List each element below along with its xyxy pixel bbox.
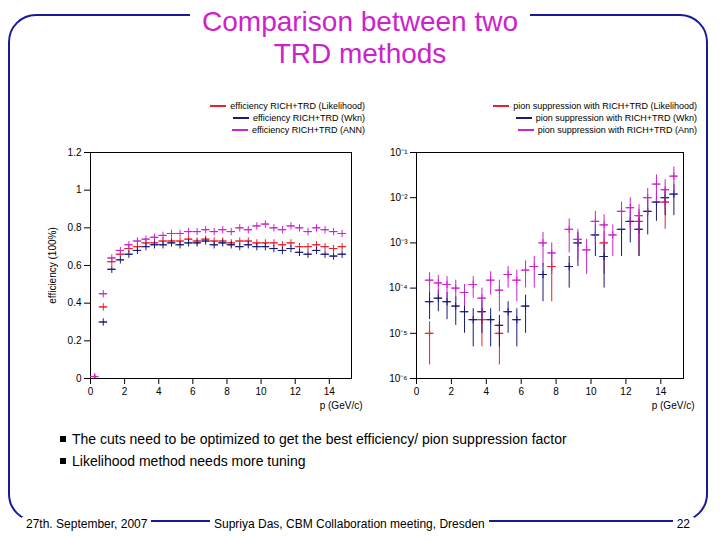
svg-text:4: 4 — [156, 386, 162, 397]
html-text:The cuts need to be optimized: The cuts need to be optimized to get the… — [72, 431, 567, 447]
html-text:pion suppression with RICH+TRD: pion suppression with RICH+TRD (Wkn) — [535, 113, 697, 123]
svg-text:1: 1 — [76, 184, 82, 195]
svg-text:0.2: 0.2 — [68, 335, 82, 346]
html-text:27th. September, 2007: 27th. September, 2007 — [26, 517, 148, 531]
html-text:Likelihood method needs more t: Likelihood method needs more tuning — [72, 453, 306, 469]
svg-text:8: 8 — [553, 386, 559, 397]
svg-text:4: 4 — [484, 386, 490, 397]
html-text:efficiency RICH+TRD (Likelihoo: efficiency RICH+TRD (Likelihood) — [230, 101, 365, 111]
svg-text:0: 0 — [76, 373, 82, 384]
html-text:Comparison between two TRD met: Comparison between two TRD methods — [202, 6, 518, 69]
html-text:22: 22 — [676, 517, 690, 531]
svg-text:10⁻²: 10⁻² — [390, 192, 408, 203]
svg-text:0.6: 0.6 — [68, 260, 82, 271]
html-text:pion suppression with RICH+TRD: pion suppression with RICH+TRD (Likeliho… — [513, 101, 697, 111]
svg-text:p (GeV/c): p (GeV/c) — [652, 400, 695, 411]
svg-text:8: 8 — [224, 386, 230, 397]
html-text:efficiency RICH+TRD (Wkn): efficiency RICH+TRD (Wkn) — [252, 113, 365, 123]
svg-text:14: 14 — [655, 386, 667, 397]
svg-text:0: 0 — [88, 386, 94, 397]
html-text:pion suppression with RICH+TRD: pion suppression with RICH+TRD (Ann) — [537, 125, 697, 135]
html-text:efficiency RICH+TRD (ANN): efficiency RICH+TRD (ANN) — [251, 125, 365, 135]
svg-text:10: 10 — [256, 386, 268, 397]
svg-text:0: 0 — [414, 386, 420, 397]
svg-text:10: 10 — [585, 386, 597, 397]
svg-text:10⁻⁴: 10⁻⁴ — [389, 282, 407, 293]
svg-text:10⁻⁶: 10⁻⁶ — [389, 373, 407, 384]
html-text:Supriya Das, CBM Collaboration: Supriya Das, CBM Collaboration meeting, … — [214, 517, 485, 531]
svg-text:efficiency (100%): efficiency (100%) — [47, 227, 58, 304]
svg-text:2: 2 — [449, 386, 455, 397]
svg-text:6: 6 — [190, 386, 196, 397]
svg-text:p (GeV/c): p (GeV/c) — [320, 400, 363, 411]
svg-text:10⁻⁵: 10⁻⁵ — [389, 328, 407, 339]
svg-text:2: 2 — [122, 386, 128, 397]
svg-text:12: 12 — [620, 386, 632, 397]
svg-text:0.8: 0.8 — [68, 222, 82, 233]
svg-text:10⁻³: 10⁻³ — [390, 237, 408, 248]
svg-text:12: 12 — [290, 386, 302, 397]
svg-text:6: 6 — [518, 386, 524, 397]
svg-text:1.2: 1.2 — [68, 147, 82, 158]
svg-text:10⁻¹: 10⁻¹ — [390, 147, 408, 158]
svg-text:0.4: 0.4 — [68, 297, 82, 308]
svg-text:14: 14 — [324, 386, 336, 397]
